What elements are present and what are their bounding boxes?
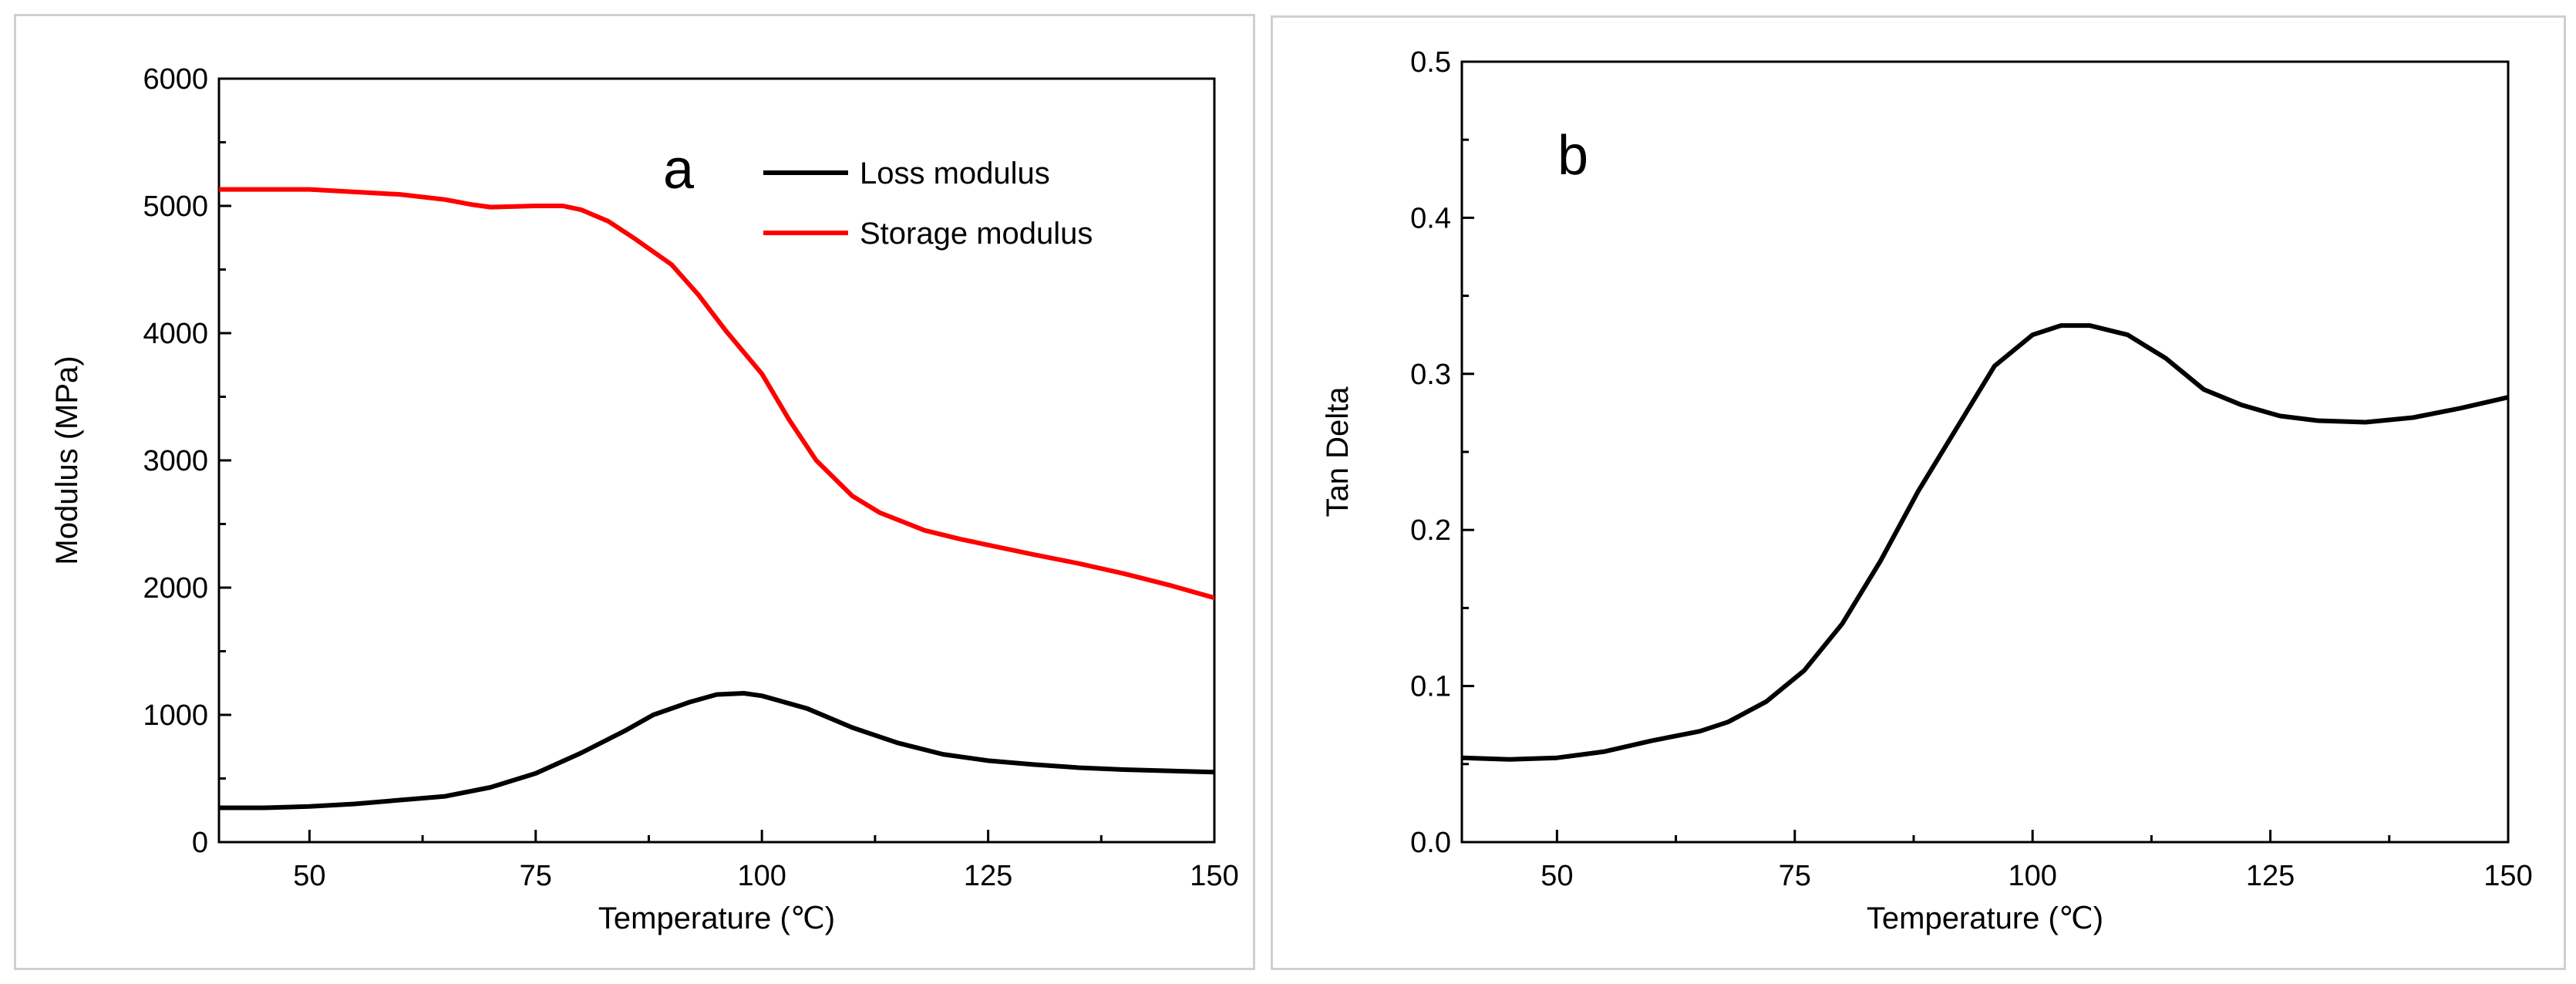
chart-a-x-tick-label: 125: [964, 860, 1012, 892]
chart-a-panel-letter: a: [663, 139, 695, 201]
chart-b-series-tan-delta: [1462, 323, 2508, 762]
chart-a-y-tick-label: 2000: [143, 572, 208, 605]
chart-a-y-axis-label: Modulus (MPa): [50, 356, 84, 564]
chart-b-y-tick-label: 0.2: [1410, 514, 1451, 547]
chart-b-y-tick-label: 0.1: [1410, 671, 1451, 703]
chart-a-y-tick-label: 0: [192, 827, 208, 859]
panel-b-border: [1271, 15, 2566, 970]
chart-b-y-axis-label: Tan Delta: [1321, 386, 1355, 517]
chart-b-y-tick-label: 0.3: [1410, 359, 1451, 391]
chart-a: 50 75 100 125 150 0 1000 2000 3000 4000 5000 6000 Te…: [50, 63, 1239, 935]
chart-a-series-loss-modulus: [219, 691, 1214, 810]
chart-a-x-tick-label: 75: [520, 860, 552, 892]
chart-a-x-tick-label: 150: [1190, 860, 1238, 892]
chart-b-y-tick-label: 0.5: [1410, 46, 1451, 79]
panel-a-border: [14, 14, 1255, 970]
chart-b-x-tick-label: 100: [2008, 860, 2056, 892]
chart-a-y-tick-label: 1000: [143, 699, 208, 732]
chart-a-series-storage-modulus: [219, 187, 1214, 601]
chart-b-x-axis-label: Temperature (℃): [1867, 901, 2103, 935]
chart-a-x-axis-label: Temperature (℃): [598, 901, 835, 935]
chart-b-y-tick-label: 0.4: [1410, 202, 1451, 234]
chart-a-legend-label-storage-modulus: Storage modulus: [860, 217, 1093, 251]
chart-b: 50 75 100 125 150 0.0 0.1 0.2 0.3 0.4 0.5 Temperatu…: [1321, 46, 2533, 935]
chart-a-x-tick-label: 50: [293, 860, 325, 892]
chart-a-y-tick-label: 4000: [143, 318, 208, 350]
chart-a-y-tick-label: 3000: [143, 445, 208, 477]
chart-b-x-tick-label: 150: [2483, 860, 2532, 892]
chart-b-panel-letter: b: [1557, 125, 1588, 187]
chart-b-y-tick-label: 0.0: [1410, 827, 1451, 859]
chart-b-x-tick-label: 50: [1541, 860, 1573, 892]
chart-b-plot-frame: [1460, 60, 2510, 844]
chart-a-x-tick-label: 100: [737, 860, 786, 892]
chart-a-legend-label-loss-modulus: Loss modulus: [860, 157, 1050, 190]
chart-a-y-tick-label: 5000: [143, 190, 208, 223]
chart-a-y-tick-label: 6000: [143, 63, 208, 96]
chart-b-x-tick-label: 75: [1779, 860, 1811, 892]
chart-b-x-tick-label: 125: [2246, 860, 2295, 892]
